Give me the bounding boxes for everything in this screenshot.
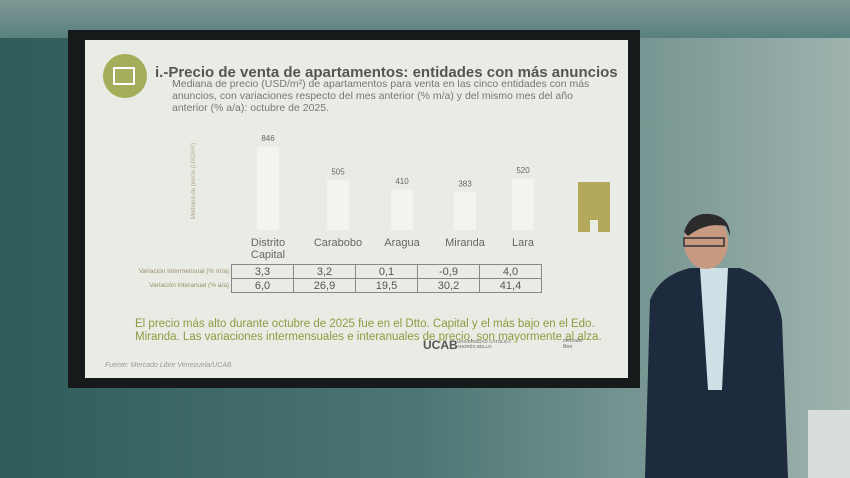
category-label: Miranda (445, 237, 485, 249)
category-label: Lara (511, 237, 535, 249)
bar (512, 179, 534, 230)
table-cell: 6,0 (231, 278, 294, 293)
conclusion: El precio más alto durante octubre de 20… (135, 318, 602, 343)
slide: Mediana de precio (USD/m²) 846 505 410 383 5… (85, 40, 628, 378)
row-label: Variación intermensual (% m/a) (138, 268, 229, 275)
value-label: 410 (395, 177, 409, 186)
slide-subtitle: Mediana de precio (USD/m²) de apartament… (172, 78, 590, 114)
bar (327, 180, 349, 230)
bar (257, 147, 279, 230)
table-row: Variación interanual (% a/a) 6,0 26,9 19,5 3… (105, 278, 542, 293)
value-label: 383 (458, 179, 472, 188)
table-row: Variación intermensual (% m/a) 3,3 3,2 0,1-… (105, 264, 542, 279)
source: Fuente: Mercado Libre Venezuela/UCAB (105, 362, 232, 369)
table-cell: 41,4 (479, 278, 542, 293)
icon-glyph (113, 67, 135, 85)
ucab-name: UNIVERSIDAD CATÓLICA ANDRÉS BELLO (457, 339, 511, 349)
chart: Mediana de precio (USD/m²) 846 505 410 383 5… (103, 54, 610, 232)
icon (103, 54, 147, 98)
value-label: 520 (516, 166, 530, 175)
table-cell: 26,9 (293, 278, 356, 293)
value-label: 846 (261, 134, 275, 143)
table-cell: 19,5 (355, 278, 418, 293)
category-label: Carabobo (313, 237, 363, 249)
bar (454, 192, 476, 230)
ucab-logo: UCAB (423, 338, 458, 352)
category-label: Distrito Capital (250, 237, 286, 261)
value-label: 505 (331, 168, 345, 177)
slide-title: i.-Precio de venta de apartamentos: enti… (155, 64, 618, 81)
bar (391, 189, 413, 230)
variation-table: Variación intermensual (% m/a) 3,3 3,2 0,1-… (105, 264, 542, 293)
table-cell: 30,2 (417, 278, 480, 293)
meli-logo: mercado libre (563, 338, 583, 350)
row-label: Variación interanual (% a/a) (149, 282, 229, 289)
building-icon (578, 182, 610, 232)
y-axis-label: Mediana de precio (USD/m²) (191, 143, 197, 219)
category-label: Aragua (384, 237, 420, 249)
